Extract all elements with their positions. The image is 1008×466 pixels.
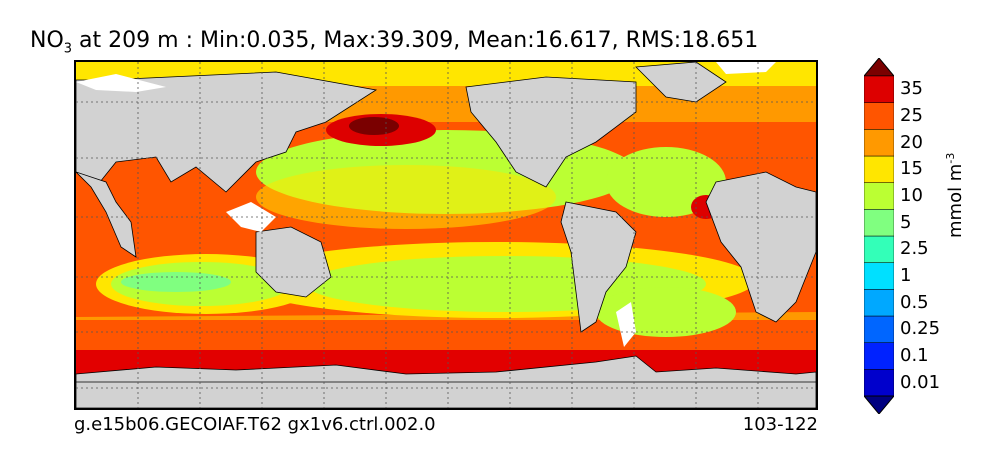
title-variable: NO xyxy=(30,28,64,53)
colorbar-unit-text: mmol m xyxy=(945,163,966,238)
colorbar-cell-20 xyxy=(864,129,894,157)
colorbar-unit-exponent: -3 xyxy=(944,152,957,164)
colorbar-tick-label: 20 xyxy=(900,131,923,153)
north-pacific-max xyxy=(349,117,399,135)
colorbar-unit-label: mmol m-3 xyxy=(944,153,966,238)
colorbar-tick-label: 1 xyxy=(900,265,912,286)
colorbar-over-arrow xyxy=(864,58,894,77)
colorbar-cell-0.01 xyxy=(864,369,894,397)
colorbar-cell-25 xyxy=(864,102,894,130)
colorbar-under-arrow xyxy=(864,395,894,414)
colorbar-cell-0.25 xyxy=(864,315,894,343)
ocean-no3-map xyxy=(76,62,816,408)
colorbar-cell-2.5 xyxy=(864,235,894,263)
colorbar-cell-15 xyxy=(864,155,894,183)
title-variable-subscript: 3 xyxy=(63,41,73,57)
colorbar-tick-label: 35 xyxy=(900,78,923,100)
greenland-land xyxy=(635,62,727,103)
colorbar-tick-label: 2.5 xyxy=(900,238,929,260)
colorbar xyxy=(864,58,894,414)
antarctica-land xyxy=(76,379,816,408)
colorbar-cell-5 xyxy=(864,209,894,237)
colorbar-tick-label: 5 xyxy=(900,211,912,233)
colorbar-cell-0.1 xyxy=(864,342,894,370)
colorbar-tick-label: 0.1 xyxy=(900,345,929,366)
colorbar-tick-label: 0.5 xyxy=(900,291,929,313)
indian-ocean-low xyxy=(121,272,231,292)
colorbar-tick-label: 0.01 xyxy=(900,371,941,393)
colorbar-tick-label: 0.25 xyxy=(900,318,941,340)
colorbar-cell-1 xyxy=(864,262,894,290)
years-label: 103-122 xyxy=(742,414,818,435)
title-statistics: at 209 m : Min:0.035, Max:39.309, Mean:1… xyxy=(72,28,759,53)
africa-land xyxy=(705,171,816,323)
colorbar-tick-label: 10 xyxy=(900,185,923,206)
antarctic-coast xyxy=(76,355,816,383)
colorbar-cells xyxy=(864,75,894,397)
north-america-land xyxy=(465,76,637,188)
case-name-label: g.e15b06.GECOIAF.T62 gx1v6.ctrl.002.0 xyxy=(74,414,436,435)
colorbar-tick-label: 25 xyxy=(900,105,923,126)
colorbar-cell-0.5 xyxy=(864,289,894,317)
colorbar-cell-35 xyxy=(864,75,894,103)
south-america-land xyxy=(560,201,637,333)
plot-title: NO3 at 209 m : Min:0.035, Max:39.309, Me… xyxy=(30,28,758,56)
africa-east-land xyxy=(76,171,137,258)
north-pacific-gyre-edge xyxy=(256,165,556,229)
map-panel xyxy=(74,60,818,410)
colorbar-cell-10 xyxy=(864,182,894,210)
colorbar-tick-label: 15 xyxy=(900,158,923,180)
no-data-areas xyxy=(76,62,776,347)
graticule xyxy=(76,62,816,408)
australia-land xyxy=(255,226,332,298)
